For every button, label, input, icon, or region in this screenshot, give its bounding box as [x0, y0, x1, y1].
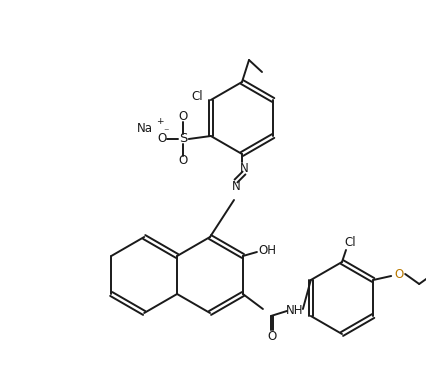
- Text: S: S: [178, 132, 187, 146]
- Text: O: O: [178, 154, 187, 168]
- Text: NH: NH: [286, 303, 304, 317]
- Text: ⁻: ⁻: [163, 127, 169, 137]
- Text: O: O: [178, 110, 187, 124]
- Text: O: O: [267, 330, 276, 342]
- Text: O: O: [157, 132, 167, 146]
- Text: Cl: Cl: [344, 235, 356, 249]
- Text: Na: Na: [137, 122, 153, 135]
- Text: OH: OH: [258, 244, 276, 257]
- Text: N: N: [232, 179, 240, 193]
- Text: N: N: [239, 161, 248, 174]
- Text: Cl: Cl: [191, 90, 203, 103]
- Text: +: +: [156, 117, 164, 127]
- Text: O: O: [394, 267, 404, 281]
